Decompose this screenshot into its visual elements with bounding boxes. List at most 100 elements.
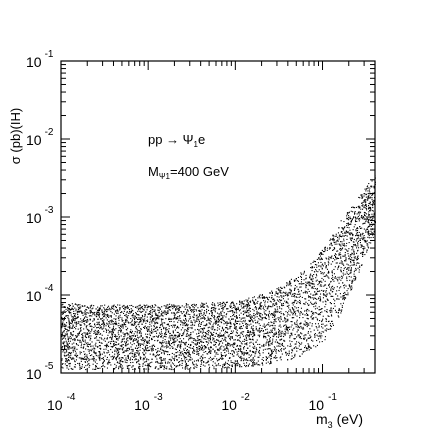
scatter-point bbox=[190, 336, 192, 338]
scatter-point bbox=[343, 285, 345, 287]
scatter-point bbox=[341, 275, 343, 277]
scatter-point bbox=[144, 364, 146, 366]
scatter-point bbox=[228, 334, 230, 336]
scatter-point bbox=[146, 359, 148, 361]
scatter-point bbox=[123, 341, 125, 343]
scatter-point bbox=[334, 235, 336, 237]
scatter-point bbox=[139, 318, 141, 320]
scatter-point bbox=[322, 253, 324, 255]
scatter-point bbox=[271, 352, 273, 354]
scatter-point bbox=[181, 341, 183, 343]
scatter-point bbox=[350, 270, 352, 272]
scatter-point bbox=[203, 314, 205, 316]
scatter-point bbox=[136, 334, 138, 336]
scatter-point bbox=[93, 332, 95, 334]
scatter-point bbox=[68, 330, 70, 332]
scatter-point bbox=[374, 177, 376, 179]
scatter-point bbox=[368, 189, 370, 191]
scatter-point bbox=[273, 327, 275, 329]
scatter-point bbox=[287, 295, 289, 297]
scatter-point bbox=[189, 358, 191, 360]
scatter-point bbox=[62, 303, 64, 305]
scatter-point bbox=[115, 358, 117, 360]
scatter-point bbox=[367, 192, 369, 194]
scatter-point bbox=[176, 306, 178, 308]
scatter-point bbox=[289, 337, 291, 339]
scatter-point bbox=[204, 318, 206, 320]
scatter-point bbox=[137, 318, 139, 320]
scatter-point bbox=[368, 237, 370, 239]
scatter-point bbox=[103, 325, 105, 327]
scatter-point bbox=[360, 252, 362, 254]
scatter-point bbox=[94, 324, 96, 326]
scatter-point bbox=[259, 331, 261, 333]
scatter-point bbox=[300, 322, 302, 324]
scatter-point bbox=[368, 205, 370, 207]
scatter-point bbox=[325, 320, 327, 322]
scatter-point bbox=[82, 357, 84, 359]
scatter-point bbox=[89, 312, 91, 314]
scatter-point bbox=[132, 368, 134, 370]
scatter-point bbox=[306, 324, 308, 326]
scatter-point bbox=[240, 349, 242, 351]
scatter-point bbox=[317, 313, 319, 315]
scatter-point bbox=[174, 364, 176, 366]
scatter-point bbox=[79, 339, 81, 341]
scatter-point bbox=[303, 328, 305, 330]
scatter-point bbox=[310, 263, 312, 265]
scatter-point bbox=[264, 304, 266, 306]
scatter-point bbox=[364, 218, 366, 220]
scatter-point bbox=[125, 342, 127, 344]
scatter-point bbox=[148, 306, 150, 308]
scatter-point bbox=[285, 311, 287, 313]
scatter-point bbox=[236, 345, 238, 347]
scatter-point bbox=[278, 319, 280, 321]
scatter-point bbox=[370, 225, 372, 227]
scatter-point bbox=[348, 273, 350, 275]
scatter-point bbox=[330, 307, 332, 309]
scatter-point bbox=[355, 279, 357, 281]
scatter-point bbox=[176, 305, 178, 307]
scatter-point bbox=[318, 325, 320, 327]
scatter-point bbox=[257, 322, 259, 324]
scatter-point bbox=[220, 318, 222, 320]
scatter-point bbox=[321, 281, 323, 283]
scatter-point bbox=[340, 267, 342, 269]
scatter-point bbox=[360, 246, 362, 248]
scatter-point bbox=[184, 352, 186, 354]
scatter-point bbox=[138, 366, 140, 368]
scatter-point bbox=[197, 318, 199, 320]
scatter-point bbox=[363, 211, 365, 213]
scatter-point bbox=[374, 201, 376, 203]
scatter-point bbox=[352, 280, 354, 282]
scatter-point bbox=[226, 313, 228, 315]
scatter-point bbox=[249, 315, 251, 317]
scatter-point bbox=[213, 338, 215, 340]
scatter-point bbox=[295, 346, 297, 348]
scatter-point bbox=[116, 348, 118, 350]
scatter-point bbox=[203, 328, 205, 330]
scatter-point bbox=[79, 308, 81, 310]
scatter-point bbox=[348, 276, 350, 278]
scatter-point bbox=[93, 356, 95, 358]
scatter-point bbox=[86, 356, 88, 358]
scatter-point bbox=[176, 359, 178, 361]
scatter-point bbox=[269, 292, 271, 294]
scatter-point bbox=[239, 345, 241, 347]
scatter-point bbox=[356, 234, 358, 236]
scatter-point bbox=[253, 302, 255, 304]
scatter-point bbox=[154, 356, 156, 358]
scatter-point bbox=[310, 347, 312, 349]
scatter-point bbox=[216, 317, 218, 319]
scatter-point bbox=[246, 301, 248, 303]
scatter-point bbox=[98, 315, 100, 317]
scatter-point bbox=[123, 336, 125, 338]
scatter-point bbox=[206, 305, 208, 307]
scatter-point bbox=[101, 305, 103, 307]
scatter-point bbox=[278, 335, 280, 337]
scatter-point bbox=[255, 352, 257, 354]
scatter-point bbox=[348, 217, 350, 219]
scatter-point bbox=[106, 346, 108, 348]
scatter-point bbox=[103, 360, 105, 362]
scatter-point bbox=[346, 268, 348, 270]
